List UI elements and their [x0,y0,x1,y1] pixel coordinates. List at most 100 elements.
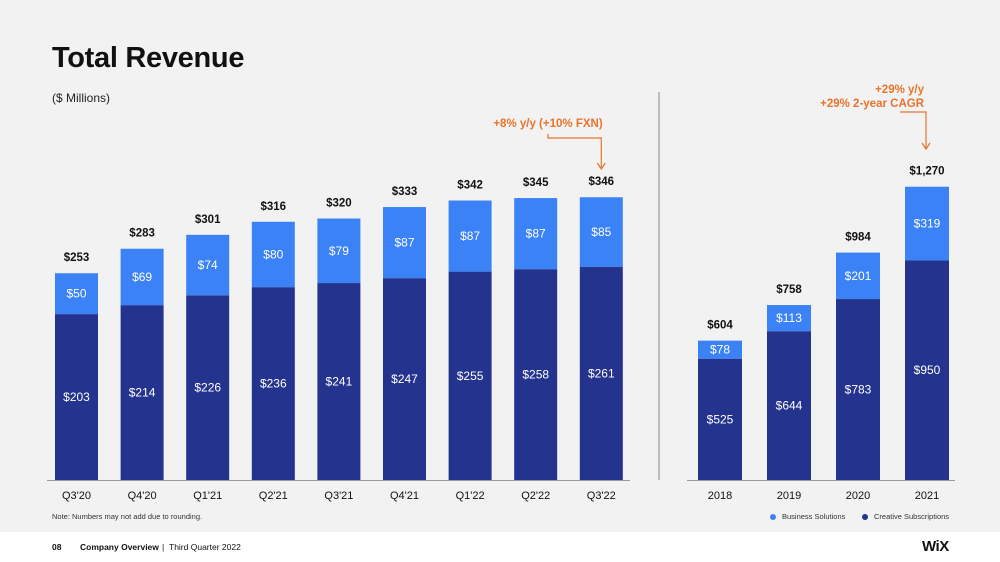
quarterly-category-label: Q3'22 [587,490,616,502]
annual-growth-annotation-line1: +29% y/y [875,84,925,96]
quarterly-total-label: $253 [64,252,90,264]
quarterly-bar-business-solutions [120,248,164,306]
quarterly-label-business-solutions: $50 [66,287,86,301]
quarterly-label-business-solutions: $85 [591,225,611,239]
annual-bar-business-solutions [905,186,949,261]
annual-arrow-head [921,142,931,151]
quarterly-total-label: $283 [129,228,155,240]
quarterly-bar-creative-subscriptions [383,278,426,480]
quarterly-label-creative-subscriptions: $214 [129,386,156,400]
annual-label-creative-subscriptions: $950 [914,363,941,377]
units-subtitle: ($ Millions) [52,91,111,105]
quarterly-label-business-solutions: $74 [198,258,218,272]
quarterly-bar-business-solutions [186,234,230,296]
quarterly-bar-creative-subscriptions [55,314,98,480]
annual-growth-arrow [900,111,927,148]
wix-logo: WiX [922,538,949,555]
quarterly-label-creative-subscriptions: $255 [457,369,484,383]
quarterly-category-label: Q2'22 [521,490,550,502]
quarterly-arrow-head [596,162,606,171]
page-title: Total Revenue [52,42,245,74]
annual-total-label: $604 [707,320,733,332]
annual-label-business-solutions: $78 [710,343,730,357]
quarterly-bar-creative-subscriptions [514,269,558,480]
quarterly-total-label: $345 [523,177,549,189]
quarterly-label-business-solutions: $87 [394,236,414,250]
page-number: 08 [52,542,62,552]
annual-bar-creative-subscriptions [698,358,742,480]
quarterly-total-label: $346 [589,176,615,188]
quarterly-total-label: $342 [457,180,483,192]
legend-item-business-solutions: Business Solutions [770,512,845,521]
legend-label-business-solutions: Business Solutions [782,512,846,521]
annual-bar-business-solutions [698,340,742,359]
legend-item-creative-subscriptions: Creative Subscriptions [862,512,949,521]
quarterly-bar-creative-subscriptions [579,266,623,480]
revenue-charts: $203 $50 $253 Q3'20 $214 $69 $283 Q4'20 $226 $74 $… [47,84,955,502]
legend-dot-creative-subscriptions [862,513,868,520]
quarterly-bar-creative-subscriptions [448,271,492,480]
quarterly-bar-business-solutions [448,200,492,272]
quarterly-total-label: $320 [326,197,352,209]
quarterly-label-creative-subscriptions: $247 [391,372,418,386]
quarterly-category-label: Q4'21 [390,490,419,502]
quarterly-label-business-solutions: $69 [132,270,152,284]
legend-dot-business-solutions [770,513,776,520]
quarterly-bar-creative-subscriptions [186,295,230,480]
quarterly-category-label: Q4'20 [128,490,157,502]
quarterly-bar-creative-subscriptions [120,305,164,480]
annual-bar-creative-subscriptions [767,331,811,480]
quarterly-category-label: Q2'21 [259,490,288,502]
quarterly-category-label: Q3'21 [324,490,353,502]
quarterly-label-creative-subscriptions: $258 [522,368,549,382]
legend-label-creative-subscriptions: Creative Subscriptions [874,512,950,521]
quarterly-label-creative-subscriptions: $241 [326,375,353,389]
footer: 08 Company Overview | Third Quarter 2022… [0,532,1000,562]
quarterly-total-label: $316 [261,201,287,213]
annual-category-label: 2020 [846,490,870,502]
quarterly-category-label: Q1'21 [193,490,222,502]
annual-bar-creative-subscriptions [905,260,949,480]
quarterly-bar-creative-subscriptions [251,287,295,480]
annual-label-creative-subscriptions: $644 [776,399,803,413]
quarterly-bar-business-solutions [55,273,98,315]
annual-label-business-solutions: $201 [845,269,872,283]
quarterly-growth-arrow [547,134,602,168]
annual-total-label: $984 [845,232,871,244]
quarterly-bar-business-solutions [317,218,361,284]
quarterly-label-business-solutions: $80 [263,247,283,261]
quarterly-total-label: $333 [392,186,418,198]
annual-label-business-solutions: $319 [914,217,941,231]
quarterly-label-creative-subscriptions: $203 [63,390,90,404]
quarterly-label-business-solutions: $79 [329,244,349,258]
annual-category-label: 2019 [777,490,801,502]
annual-total-label: $1,270 [909,166,944,178]
annual-total-label: $758 [776,284,802,296]
quarterly-bar-business-solutions [383,207,426,279]
quarterly-bar-business-solutions [251,221,295,288]
quarterly-total-label: $301 [195,214,221,226]
annual-label-business-solutions: $113 [776,311,802,325]
annual-bar-business-solutions [836,252,880,300]
quarterly-label-creative-subscriptions: $236 [260,377,287,391]
annual-bar-business-solutions [767,305,811,332]
quarterly-category-label: Q3'20 [62,490,91,502]
quarterly-bar-business-solutions [514,198,558,270]
annual-category-label: 2018 [708,490,732,502]
slide-background [0,0,1000,532]
rounding-note: Note: Numbers may not add due to roundin… [52,512,203,521]
footer-period: Third Quarter 2022 [169,542,241,552]
annual-bar-creative-subscriptions [836,299,880,480]
quarterly-category-label: Q1'22 [456,490,485,502]
quarterly-label-business-solutions: $87 [460,229,480,243]
quarterly-bar-creative-subscriptions [317,283,361,480]
footer-separator: | [162,542,165,552]
annual-label-creative-subscriptions: $783 [845,383,872,397]
annual-growth-annotation-line2: +29% 2-year CAGR [820,98,925,110]
footer-section: Company Overview [80,542,159,552]
quarterly-label-creative-subscriptions: $226 [194,381,221,395]
annual-label-creative-subscriptions: $525 [707,412,734,426]
quarterly-label-creative-subscriptions: $261 [588,366,615,380]
quarterly-growth-annotation: +8% y/y (+10% FXN) [493,118,602,130]
quarterly-bar-business-solutions [579,197,623,267]
